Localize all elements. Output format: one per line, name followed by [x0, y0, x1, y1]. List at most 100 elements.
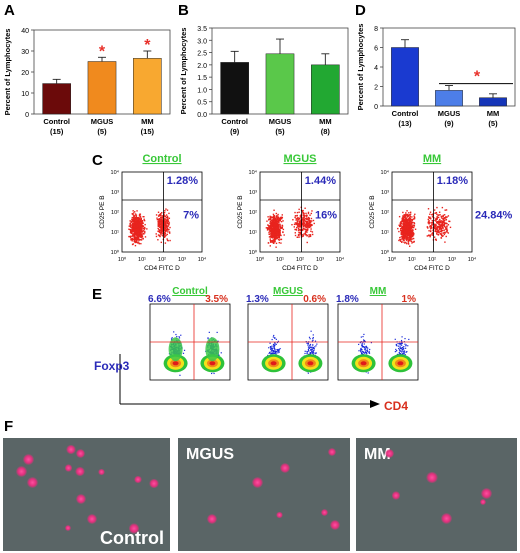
event-dot: [266, 220, 268, 222]
event-dot: [169, 226, 171, 229]
event-dot: [309, 223, 312, 226]
event-dot: [132, 228, 134, 230]
event-dot: [138, 239, 140, 242]
event-dot: [266, 229, 269, 231]
foxp3-plot-title: MGUS: [273, 286, 303, 297]
event-dot: [269, 215, 271, 218]
event-dot: [402, 220, 405, 222]
event-dot: [309, 224, 311, 227]
event-dot: [167, 217, 169, 219]
event-dot: [133, 229, 136, 231]
count-label: (5): [97, 127, 107, 136]
event-dot: [281, 227, 283, 230]
event-dot: [281, 218, 283, 220]
event-dot: [271, 338, 273, 341]
event-dot: [140, 228, 143, 230]
event-dot: [431, 219, 434, 222]
event-dot: [302, 235, 305, 237]
event-dot: [432, 229, 434, 232]
event-dot: [136, 217, 139, 219]
event-dot: [408, 222, 410, 224]
event-dot: [447, 224, 450, 226]
event-dot: [158, 234, 160, 237]
event-dot: [402, 348, 404, 351]
event-dot: [158, 224, 160, 226]
event-dot: [277, 236, 279, 239]
event-dot: [134, 230, 137, 232]
event-dot: [159, 226, 162, 228]
event-dot: [312, 334, 314, 336]
event-dot: [365, 352, 367, 354]
event-dot: [403, 230, 405, 232]
event-dot: [309, 224, 311, 226]
event-dot: [405, 345, 407, 347]
event-dot: [211, 372, 213, 375]
event-dot: [304, 225, 307, 228]
event-dot: [302, 209, 304, 212]
event-dot: [276, 227, 279, 229]
event-dot: [311, 349, 313, 351]
event-dot: [279, 347, 281, 350]
event-dot: [405, 218, 407, 220]
event-dot: [413, 225, 416, 227]
event-dot: [273, 224, 276, 227]
event-dot: [164, 218, 166, 221]
event-dot: [409, 214, 411, 216]
event-dot: [160, 231, 162, 234]
event-dot: [271, 236, 274, 238]
event-dot: [444, 216, 447, 218]
event-dot: [436, 206, 438, 209]
event-dot: [130, 226, 132, 229]
event-dot: [275, 352, 277, 354]
event-dot: [160, 233, 162, 235]
event-dot: [440, 233, 442, 235]
event-dot: [141, 231, 143, 233]
event-dot: [404, 242, 406, 244]
event-dot: [274, 239, 276, 241]
event-dot: [144, 230, 146, 233]
event-dot: [158, 228, 160, 231]
event-dot: [139, 234, 142, 236]
upper-right-percent: 1.18%: [437, 175, 468, 187]
event-dot: [161, 230, 163, 232]
micrograph-mgus: MGUS: [178, 438, 350, 551]
event-dot: [407, 239, 409, 241]
event-dot: [276, 220, 278, 222]
event-dot: [142, 215, 144, 218]
event-dot: [135, 233, 138, 235]
density-core: [360, 361, 367, 366]
event-dot: [276, 225, 278, 227]
y-tick-label: 20: [21, 70, 29, 77]
event-dot: [138, 222, 140, 224]
event-dot: [306, 353, 308, 355]
event-dot: [156, 218, 159, 221]
event-dot: [361, 344, 363, 347]
event-dot: [308, 217, 310, 219]
event-dot: [296, 219, 298, 221]
y-tick-label: 0: [374, 104, 378, 111]
event-dot: [178, 336, 180, 338]
event-dot: [301, 210, 304, 212]
event-dot: [295, 222, 298, 225]
event-dot: [278, 231, 280, 233]
event-dot: [427, 208, 430, 210]
event-dot: [406, 224, 409, 226]
event-dot: [134, 217, 136, 219]
event-dot: [271, 230, 274, 232]
event-dot: [269, 217, 271, 219]
event-dot: [133, 221, 135, 223]
event-dot: [413, 215, 415, 217]
event-dot: [276, 233, 278, 236]
event-dot: [138, 217, 140, 219]
event-dot: [273, 217, 276, 220]
event-dot: [165, 230, 168, 232]
event-dot: [434, 230, 436, 232]
event-dot: [299, 218, 301, 220]
event-dot: [274, 240, 276, 243]
event-dot: [300, 216, 302, 218]
event-dot: [407, 240, 409, 243]
event-dot: [413, 217, 416, 219]
event-dot: [405, 347, 407, 349]
event-dot: [140, 236, 142, 238]
event-dot: [269, 225, 272, 228]
